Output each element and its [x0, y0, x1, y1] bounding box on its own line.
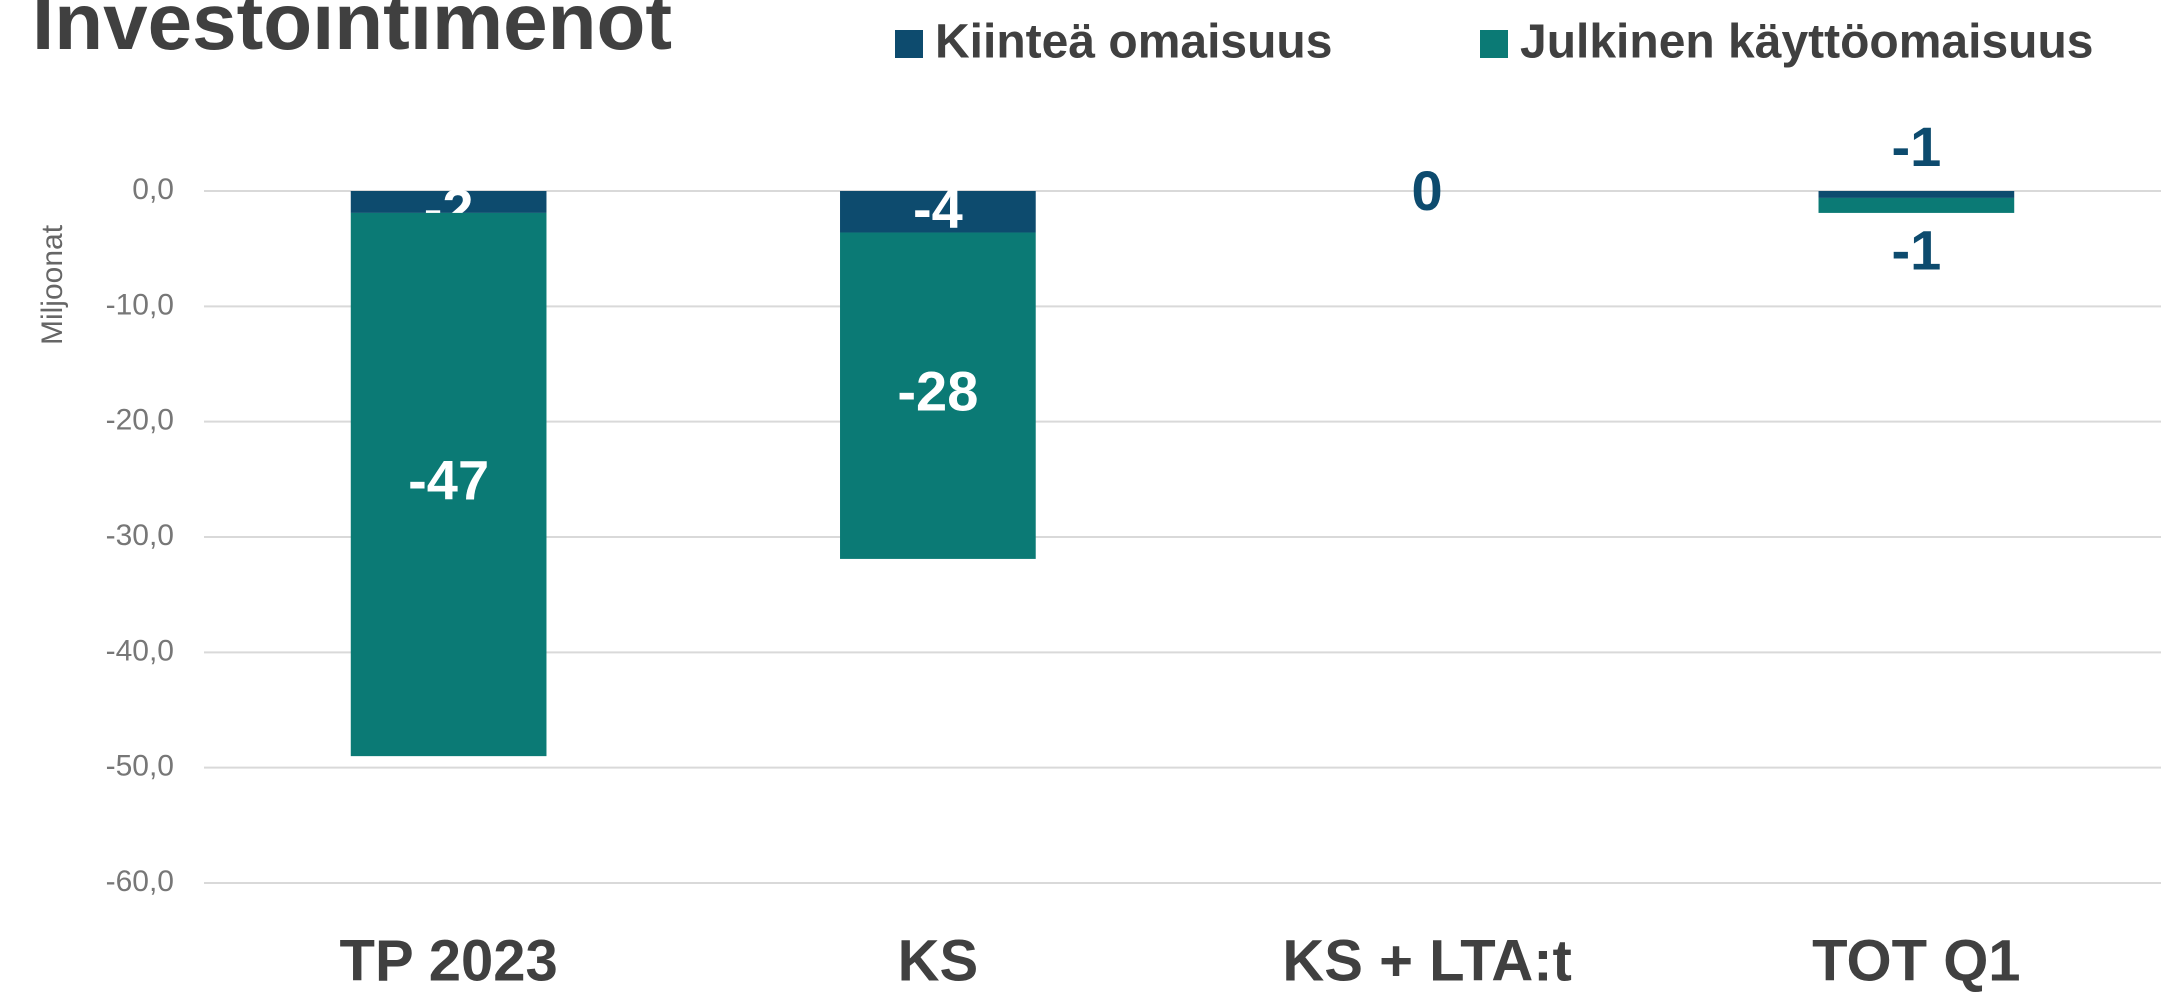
y-axis-label: Miljoonat: [36, 224, 69, 345]
y-tick-label: -40,0: [106, 634, 174, 667]
legend-label: Julkinen käyttöomaisuus: [1520, 16, 2094, 69]
legend-label: Kiinteä omaisuus: [935, 16, 1332, 69]
bar-segment: [1818, 191, 2015, 198]
x-tick-label: KS + LTA:t: [1282, 928, 1571, 993]
bar-segment: [350, 191, 547, 213]
y-tick-label: -60,0: [106, 865, 174, 898]
y-tick-label: -50,0: [106, 750, 174, 783]
data-label: -28: [897, 360, 978, 423]
y-tick-label: -30,0: [106, 519, 174, 552]
bar-segment: [840, 232, 1036, 559]
y-tick-label: -10,0: [106, 288, 174, 321]
legend-swatch: [1480, 30, 1508, 58]
bar-segment: [1818, 197, 2015, 213]
data-label: -1: [1891, 115, 1941, 178]
bar-segment: [840, 191, 1036, 233]
data-label: -4: [913, 177, 963, 240]
legend-swatch: [895, 30, 923, 58]
data-label: 0: [1412, 159, 1443, 222]
x-tick-label: KS: [898, 928, 979, 993]
data-label: -1: [1891, 219, 1941, 282]
x-tick-label: TOT Q1: [1812, 928, 2020, 993]
bar-segment: [350, 212, 547, 757]
chart-title: Investointimenot: [32, 0, 672, 66]
x-tick-label: TP 2023: [340, 928, 558, 993]
y-tick-label: 0,0: [132, 173, 174, 206]
y-tick-label: -20,0: [106, 404, 174, 437]
data-label: -47: [408, 448, 489, 511]
